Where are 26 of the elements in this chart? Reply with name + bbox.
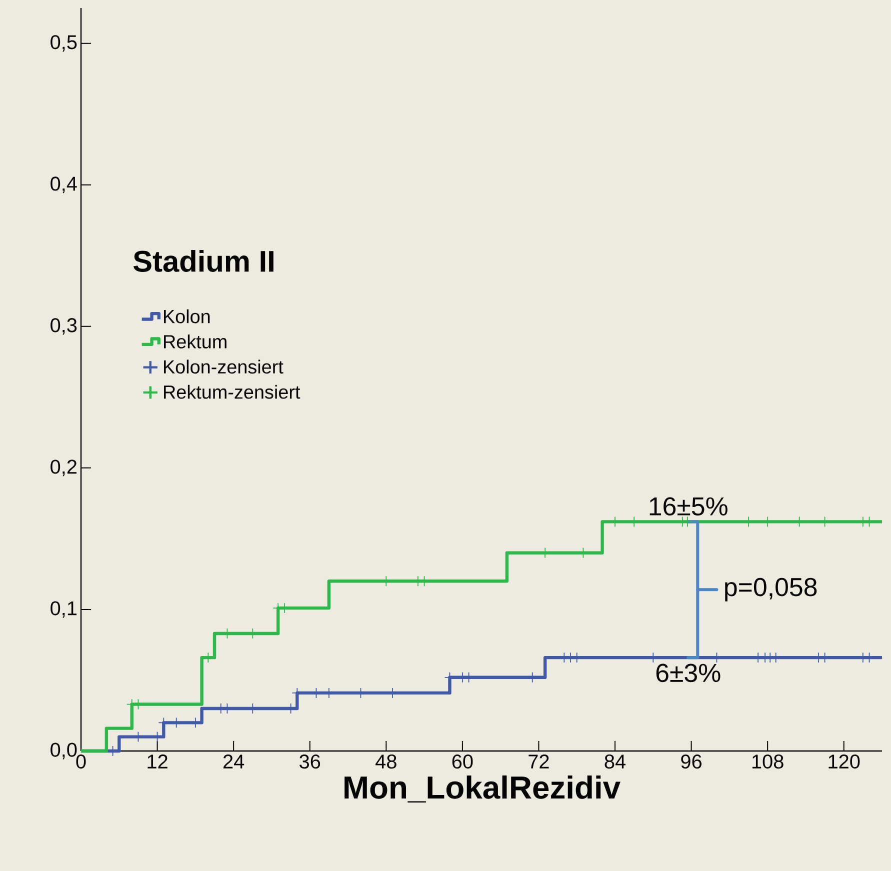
x-tick-label: 0	[76, 754, 86, 769]
y-tick-label: 0,3	[50, 318, 77, 335]
x-tick-label: 12	[148, 754, 168, 768]
text: Stadium II	[133, 250, 274, 272]
x-tick-label: 108	[752, 754, 784, 769]
x-axis-title: Mon_LokalRezidiv	[344, 775, 620, 802]
y-tick-label: 0,0	[50, 742, 77, 760]
annotation: p=0,058	[725, 578, 817, 602]
x-tick-label: 72	[528, 754, 549, 768]
x-tick-label: 84	[604, 754, 626, 769]
y-tick-label: 0,5	[50, 35, 77, 52]
x-tick-label: 24	[223, 754, 244, 768]
x-tick-label: 120	[828, 754, 860, 769]
y-tick-label: 0,2	[50, 460, 76, 476]
legend-label: Rektum-zensiert	[164, 384, 300, 399]
legend-label: Kolon-zensiert	[164, 360, 284, 374]
annotation: 6±3%	[656, 664, 720, 682]
x-tick-label: 60	[452, 754, 473, 769]
annotation: 16±5%	[650, 497, 728, 516]
x-tick-label: 48	[376, 754, 396, 769]
y-tick-label: 0,1	[50, 601, 77, 618]
legend-label: Kolon	[164, 309, 210, 324]
x-tick-label: 36	[300, 754, 320, 769]
y-tick-label: 0,4	[50, 176, 77, 194]
x-tick-label: 96	[681, 754, 702, 769]
legend-label: Rektum	[164, 334, 226, 348]
